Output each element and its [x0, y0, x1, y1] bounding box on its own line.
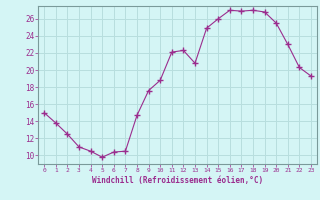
X-axis label: Windchill (Refroidissement éolien,°C): Windchill (Refroidissement éolien,°C): [92, 176, 263, 185]
